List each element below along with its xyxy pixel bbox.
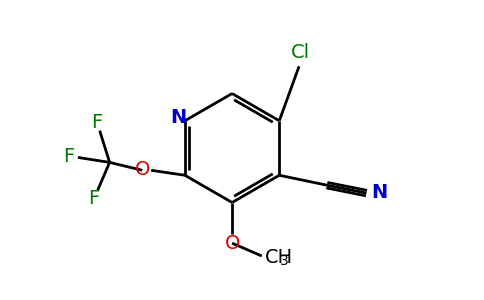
- Text: O: O: [135, 160, 150, 179]
- Text: F: F: [63, 147, 75, 166]
- Text: 3: 3: [280, 254, 289, 268]
- Text: F: F: [91, 113, 103, 132]
- Text: CH: CH: [265, 248, 293, 268]
- Text: N: N: [371, 183, 388, 202]
- Text: Cl: Cl: [290, 43, 310, 62]
- Text: F: F: [89, 189, 100, 208]
- Text: N: N: [170, 108, 186, 127]
- Text: O: O: [225, 234, 240, 253]
